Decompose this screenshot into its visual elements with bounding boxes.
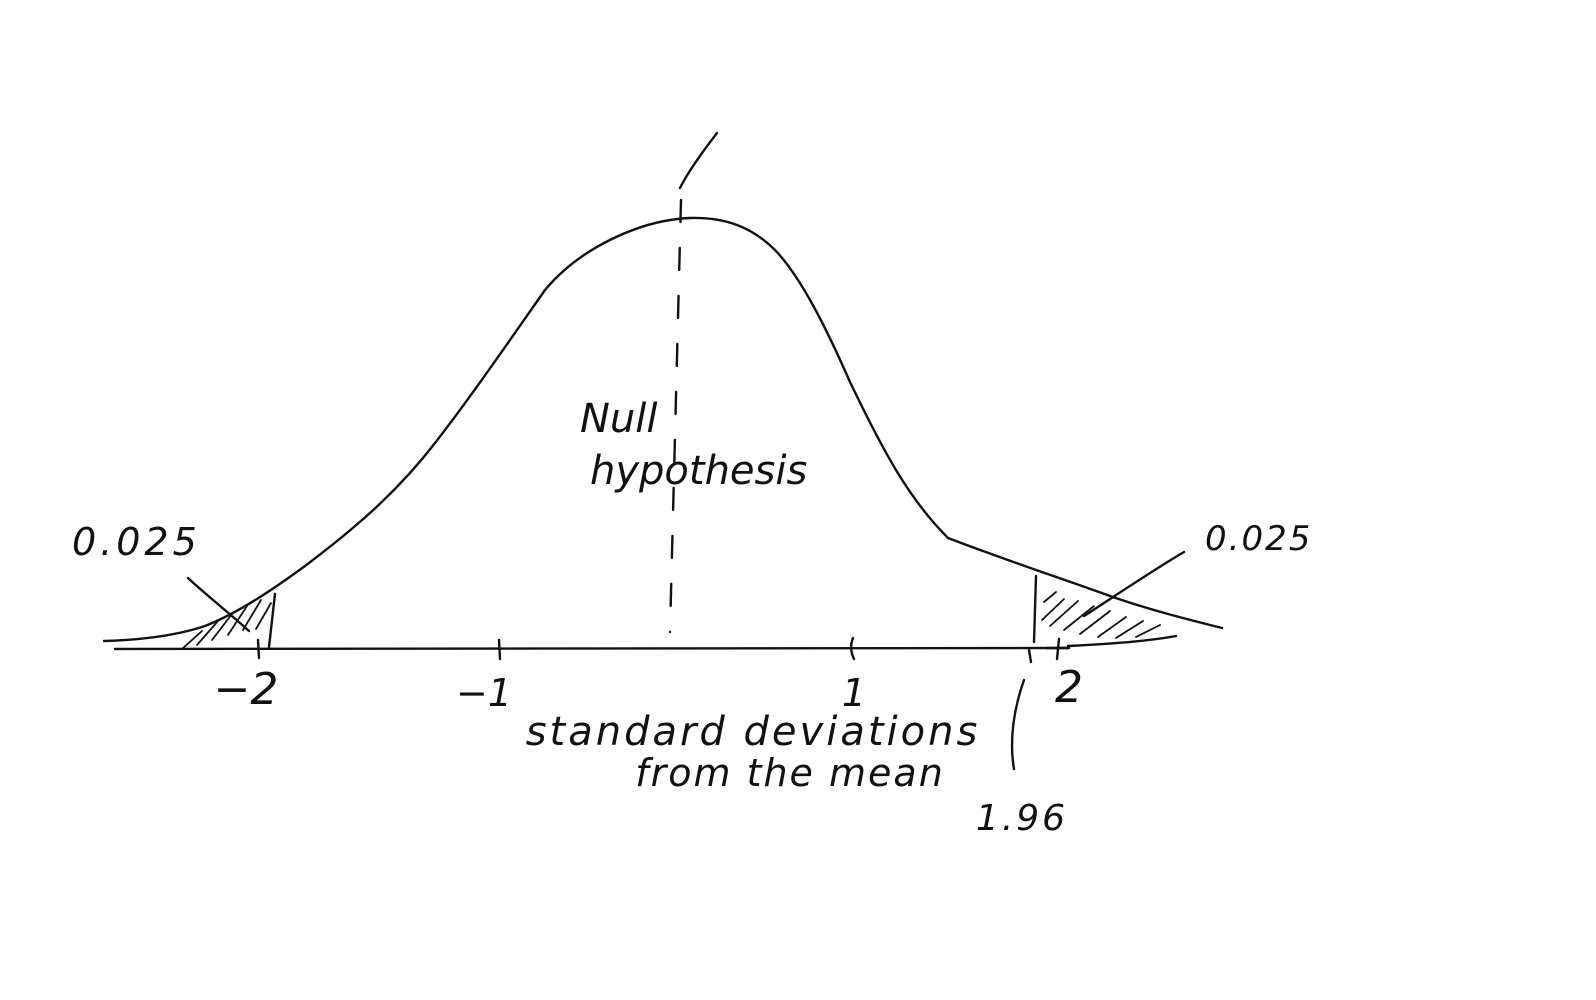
right-tail-area-label: 0.025 xyxy=(1205,519,1312,559)
x-axis-line xyxy=(113,646,1070,651)
tick-label-minus-1: −1 xyxy=(456,671,512,715)
tick-mark-minus-2 xyxy=(256,638,261,660)
axis-caption-line-1: standard deviations xyxy=(526,709,981,755)
axis-caption-line-2: from the mean xyxy=(635,751,945,795)
null-hypothesis-line-2: hypothesis xyxy=(590,448,807,494)
tick-label-minus-2: −2 xyxy=(214,664,279,715)
left-area-pointer xyxy=(186,576,251,633)
mean-dashed-line xyxy=(668,198,683,634)
null-hypothesis-line-1: Null xyxy=(580,396,658,442)
left-tail-area-label: 0.025 xyxy=(72,520,201,564)
tick-mark-plus-1 xyxy=(850,636,856,661)
right-critical-line xyxy=(1032,574,1038,644)
right-tail-hatching xyxy=(1041,591,1161,639)
tick-mark-minus-1 xyxy=(497,638,502,661)
left-critical-line xyxy=(267,592,277,649)
tick-label-plus-2: 2 xyxy=(1055,662,1083,713)
right-area-pointer xyxy=(1082,550,1186,618)
critical-value-label: 1.96 xyxy=(976,798,1068,839)
left-tail-hatching xyxy=(181,599,272,650)
tick-label-plus-1: 1 xyxy=(842,671,866,715)
peak-pointer-line xyxy=(678,131,719,190)
bell-curve xyxy=(102,216,1224,643)
right-tail-base xyxy=(1066,634,1178,648)
critical-value-pointer-tip xyxy=(1027,648,1033,664)
critical-value-pointer xyxy=(1010,678,1026,771)
